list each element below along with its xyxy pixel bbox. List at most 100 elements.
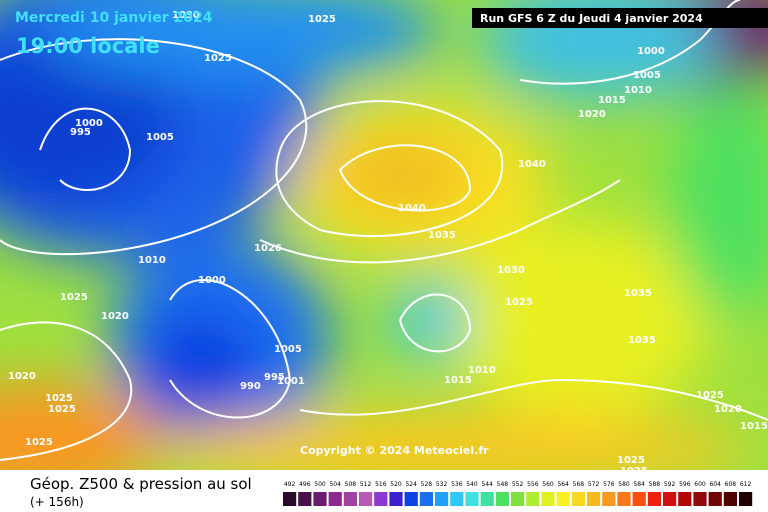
legend-swatch <box>678 492 692 506</box>
legend-swatch <box>298 492 312 506</box>
isobar-label: 1005 <box>146 132 174 143</box>
isobar-label: 1025 <box>505 297 533 308</box>
legend-swatch <box>602 492 616 506</box>
legend-swatch <box>389 492 403 506</box>
isobar-label: 1000 <box>75 118 103 129</box>
legend-label: 548 <box>497 481 509 488</box>
legend-label: 584 <box>633 481 645 488</box>
isobar-label: 1026 <box>254 243 282 254</box>
legend-label: 520 <box>390 481 402 488</box>
legend-swatch <box>739 492 753 506</box>
legend-label: 612 <box>740 481 752 488</box>
isobar-label: 1005 <box>633 70 661 81</box>
isobar-label: 1020 <box>578 109 606 120</box>
isobar-label: 1020 <box>8 371 36 382</box>
legend-label: 524 <box>405 481 417 488</box>
legend-label: 560 <box>542 481 554 488</box>
legend-swatch <box>480 492 494 506</box>
legend-swatch <box>313 492 327 506</box>
legend-swatch <box>495 492 509 506</box>
isobar-label: 1020 <box>714 404 742 415</box>
isobar-label: 1000 <box>198 275 226 286</box>
legend-swatch <box>693 492 707 506</box>
legend-label: 564 <box>557 481 569 488</box>
isobar-label: 1010 <box>468 365 496 376</box>
copyright: Copyright © 2024 Meteociel.fr <box>300 444 489 457</box>
legend-label: 528 <box>421 481 433 488</box>
isobar-label: 995 <box>70 127 91 138</box>
legend-label: 500 <box>314 481 326 488</box>
isobar-label: 1025 <box>204 53 232 64</box>
legend-label: 592 <box>664 481 676 488</box>
isobar-label: 1010 <box>138 255 166 266</box>
legend-label: 600 <box>694 481 706 488</box>
legend-label: 544 <box>481 481 493 488</box>
forecast-date: Mercredi 10 janvier 2024 <box>15 10 213 26</box>
footer-title: Géop. Z500 & pression au sol <box>30 475 252 493</box>
legend-label: 496 <box>299 481 311 488</box>
legend-label: 532 <box>436 481 448 488</box>
legend-swatch <box>419 492 433 506</box>
isobar-label: 1025 <box>617 455 645 466</box>
legend-swatch <box>587 492 601 506</box>
isobar-label: 990 <box>240 381 261 392</box>
isobar-label: 1025 <box>308 14 336 25</box>
legend-swatch <box>541 492 555 506</box>
run-box <box>472 8 768 28</box>
isobar-label: 1040 <box>518 159 546 170</box>
isobar-label: 1005 <box>274 344 302 355</box>
legend-swatch <box>526 492 540 506</box>
legend-swatch <box>708 492 722 506</box>
legend-swatch <box>450 492 464 506</box>
isobar-label: 1015 <box>740 421 768 432</box>
legend-label: 604 <box>709 481 721 488</box>
legend-swatch <box>374 492 388 506</box>
isobar-label: 1015 <box>444 375 472 386</box>
run-info: Run GFS 6 Z du Jeudi 4 janvier 2024 <box>480 12 703 25</box>
legend-swatch <box>647 492 661 506</box>
isobar-label: 1000 <box>637 46 665 57</box>
isobar-label: 1035 <box>624 288 652 299</box>
isobar-label: 1035 <box>428 230 456 241</box>
legend-label: 492 <box>284 481 296 488</box>
legend-swatch <box>663 492 677 506</box>
isobar-label: 1025 <box>25 437 53 448</box>
legend-label: 508 <box>345 481 357 488</box>
legend-label: 504 <box>329 481 341 488</box>
isobar-label: 1015 <box>598 95 626 106</box>
isobar-label: 1030 <box>172 10 200 21</box>
legend-label: 516 <box>375 481 387 488</box>
legend: 492 496 500 504 508 512 516 520 524 528 532 536 540 5… <box>283 481 753 506</box>
legend-swatch <box>283 492 297 506</box>
legend-label: 596 <box>679 481 691 488</box>
legend-swatch <box>359 492 373 506</box>
legend-swatch <box>404 492 418 506</box>
legend-swatch <box>556 492 570 506</box>
footer-subtitle: (+ 156h) <box>30 495 84 509</box>
legend-swatch <box>571 492 585 506</box>
isobar-label: 1020 <box>101 311 129 322</box>
legend-label: 536 <box>451 481 463 488</box>
legend-swatch <box>511 492 525 506</box>
legend-label: 576 <box>603 481 615 488</box>
isobar-label: 1030 <box>497 265 525 276</box>
isobar-label: 1025 <box>696 390 724 401</box>
isobar-label: 995 <box>264 372 285 383</box>
legend-label: 568 <box>573 481 585 488</box>
legend-label: 572 <box>588 481 600 488</box>
isobar-label: 1001 <box>277 376 305 387</box>
legend-label: 556 <box>527 481 539 488</box>
legend-label: 580 <box>618 481 630 488</box>
legend-swatch <box>343 492 357 506</box>
legend-label: 552 <box>512 481 524 488</box>
legend-swatch <box>435 492 449 506</box>
legend-swatch <box>632 492 646 506</box>
isobar-label: 1010 <box>624 85 652 96</box>
legend-swatch <box>617 492 631 506</box>
isobar-label: 1040 <box>398 203 426 214</box>
isobar-label: 1025 <box>45 393 73 404</box>
legend-swatch <box>723 492 737 506</box>
